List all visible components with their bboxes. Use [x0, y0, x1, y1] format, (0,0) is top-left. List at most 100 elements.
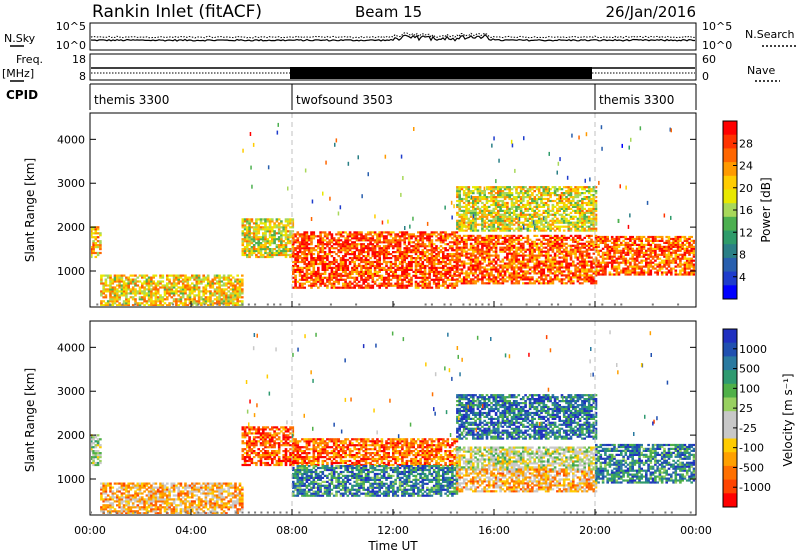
heatmap-cell: [508, 221, 511, 224]
heatmap-cell: [385, 253, 388, 256]
heatmap-cell: [396, 280, 400, 283]
heatmap-cell: [376, 235, 379, 238]
heatmap-cell: [344, 266, 347, 269]
heatmap-cell: [556, 209, 559, 212]
heatmap-cell: [512, 197, 516, 201]
heatmap-cell: [606, 253, 609, 256]
heatmap-cell: [396, 257, 400, 260]
heatmap-cell: [460, 225, 464, 228]
heatmap-cell: [478, 240, 482, 243]
heatmap-cell: [508, 244, 511, 247]
heatmap-cell: [382, 258, 386, 262]
heatmap-cell: [587, 278, 591, 281]
heatmap-cell: [412, 241, 415, 244]
heatmap-cell: [301, 257, 304, 260]
heatmap-cell: [116, 290, 119, 293]
heatmap-cell: [560, 260, 564, 263]
heatmap-cell: [202, 276, 205, 279]
heatmap-cell: [332, 282, 336, 285]
heatmap-cell: [294, 278, 297, 281]
heatmap-cell: [314, 274, 318, 277]
heatmap-cell: [310, 284, 313, 287]
heatmap-cell: [494, 278, 498, 281]
heatmap-cell: [446, 272, 450, 275]
heatmap-cell: [317, 239, 320, 242]
heatmap-cell: [266, 255, 270, 259]
heatmap-cell: [537, 266, 541, 269]
heatmap-cell: [506, 262, 509, 265]
heatmap-cell: [474, 215, 477, 218]
heatmap-cell: [490, 280, 493, 283]
heatmap-cell: [229, 288, 233, 291]
heatmap-cell: [292, 237, 295, 240]
heatmap-cell: [321, 262, 325, 266]
heatmap-cell: [143, 294, 146, 297]
heatmap-cell: [526, 258, 530, 261]
heatmap-cell: [310, 274, 313, 277]
heatmap-cell: [396, 255, 400, 258]
heatmap-cell: [492, 280, 496, 283]
heatmap-cell: [373, 241, 377, 244]
heatmap-cell: [531, 244, 534, 247]
heatmap-cell: [371, 286, 375, 289]
heatmap-cell: [560, 246, 564, 249]
heatmap-cell: [394, 258, 397, 262]
heatmap-cell: [99, 232, 102, 235]
heatmap-cell: [344, 278, 347, 281]
heatmap-cell: [510, 248, 514, 251]
heatmap-cell: [100, 294, 103, 297]
heatmap-cell: [481, 242, 484, 245]
heatmap-cell: [446, 258, 450, 262]
heatmap-cell: [241, 224, 245, 227]
heatmap-cell: [569, 215, 573, 218]
heatmap-cell: [578, 225, 582, 228]
heatmap-cell: [465, 256, 468, 259]
heatmap-cell: [569, 199, 573, 203]
heatmap-cell: [510, 246, 514, 249]
heatmap-cell: [494, 248, 498, 251]
heatmap-cell: [426, 255, 429, 258]
heatmap-cell: [565, 256, 568, 259]
heatmap-cell: [191, 298, 194, 301]
heatmap-cell: [118, 278, 121, 281]
heatmap-cell: [492, 190, 496, 193]
heatmap-cell: [562, 260, 566, 263]
heatmap-cell: [503, 242, 507, 245]
heatmap-cell: [234, 284, 237, 287]
heatmap-cell: [567, 221, 571, 224]
heatmap-cell: [499, 270, 502, 273]
heatmap-cell: [417, 270, 420, 273]
heatmap-cell: [100, 304, 103, 306]
heatmap-cell: [241, 238, 245, 241]
heatmap-cell: [515, 266, 518, 269]
heatmap-cell: [585, 190, 589, 193]
heatmap-cell: [458, 190, 461, 193]
heatmap-cell: [181, 296, 185, 299]
heatmap-cell: [109, 296, 112, 299]
heatmap-cell: [508, 197, 511, 201]
heatmap-cell: [492, 199, 496, 203]
heatmap-cell: [458, 248, 461, 251]
heatmap-cell: [483, 221, 486, 224]
heatmap-cell: [348, 257, 352, 260]
heatmap-cell: [456, 205, 459, 208]
heatmap-cell: [284, 253, 288, 257]
heatmap-cell: [517, 205, 521, 208]
heatmap-cell: [444, 255, 447, 258]
heatmap-cell: [225, 300, 228, 303]
heatmap-cell: [371, 247, 375, 250]
heatmap-cell: [499, 209, 502, 212]
heatmap-cell: [465, 196, 468, 199]
heatmap-cell: [255, 226, 258, 229]
heatmap-cell: [608, 247, 612, 250]
heatmap-cell: [419, 284, 422, 287]
heatmap-cell: [96, 240, 100, 243]
heatmap-cell: [585, 229, 589, 232]
heatmap-cell: [451, 286, 454, 289]
heatmap-cell: [462, 219, 466, 222]
heatmap-cell: [394, 233, 397, 236]
heatmap-cell: [373, 239, 377, 242]
heatmap-cell: [312, 253, 316, 256]
heatmap-cell: [218, 294, 221, 297]
heatmap-cell: [330, 270, 334, 273]
